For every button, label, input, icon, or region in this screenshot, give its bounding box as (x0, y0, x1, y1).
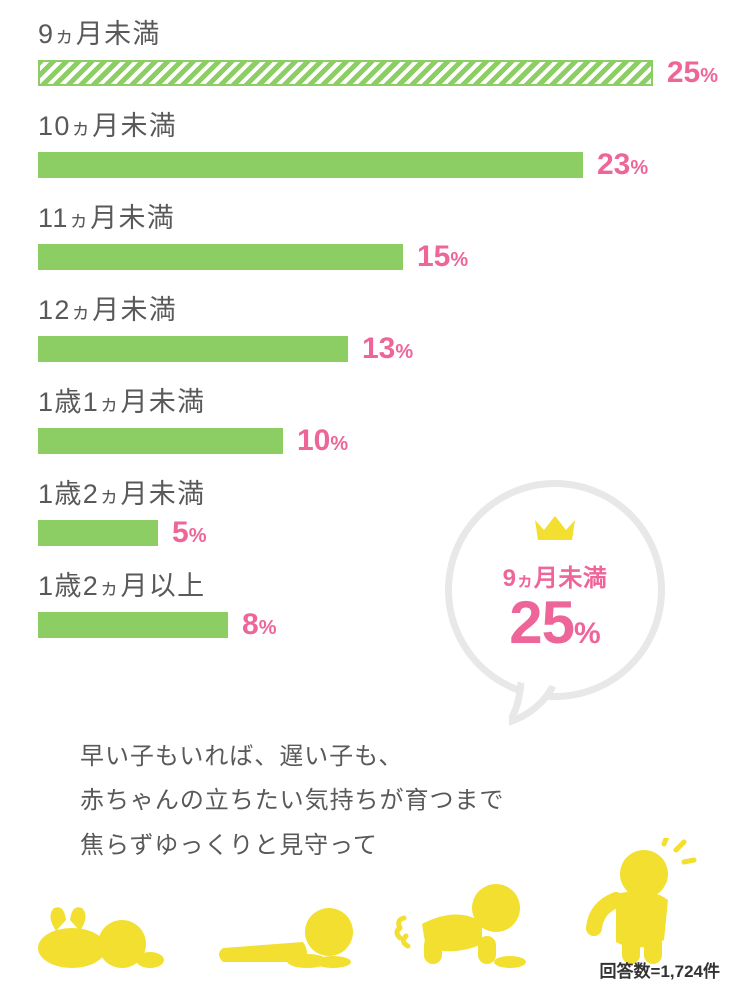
baby-stages-row (36, 878, 716, 968)
chart-row-label: 12ヵ月未満 (38, 288, 718, 327)
bubble-tail (509, 678, 569, 726)
bar-value: 5% (172, 516, 206, 550)
body-line-3: 焦らずゆっくりと見守って (80, 824, 504, 868)
bar-value: 25% (667, 56, 718, 90)
baby-lying-icon (36, 898, 171, 968)
bar-value: 23% (597, 148, 648, 182)
label-suffix: 月以上 (120, 571, 205, 601)
bar-hatched (38, 60, 653, 86)
chart-row-label: 11ヵ月未満 (38, 196, 718, 235)
bar-value: 8% (242, 608, 276, 642)
bar-value: 13% (362, 332, 413, 366)
label-unit: ヵ (54, 25, 75, 47)
bar-wrap: 25% (38, 56, 718, 90)
bar-wrap: 10% (38, 424, 718, 458)
bar (38, 520, 158, 546)
chart-row: 1歳1ヵ月未満 10% (38, 380, 718, 458)
baby-standing-icon (572, 838, 702, 968)
body-copy: 早い子もいれば、遅い子も、 赤ちゃんの立ちたい気持ちが育つまで 焦らずゆっくりと… (80, 735, 504, 868)
label-unit: ヵ (99, 485, 120, 507)
label-main: 9 (38, 19, 54, 49)
label-suffix: 月未満 (120, 387, 205, 417)
chart-row: 11ヵ月未満 15% (38, 196, 718, 274)
label-main: 1歳2 (38, 571, 99, 601)
label-unit: ヵ (69, 209, 90, 231)
label-suffix: 月未満 (92, 111, 177, 141)
label-suffix: 月未満 (92, 295, 177, 325)
body-line-1: 早い子もいれば、遅い子も、 (80, 735, 504, 779)
chart-row-label: 10ヵ月未満 (38, 104, 718, 143)
label-main: 12 (38, 295, 71, 325)
bubble-pct-suffix: % (574, 617, 601, 650)
chart-row: 10ヵ月未満 23% (38, 104, 718, 182)
bar-value: 10% (297, 424, 348, 458)
body-line-2: 赤ちゃんの立ちたい気持ちが育つまで (80, 779, 504, 823)
label-unit: ヵ (99, 577, 120, 599)
label-suffix: 月未満 (120, 479, 205, 509)
label-suffix: 月未満 (90, 203, 175, 233)
bar (38, 152, 583, 178)
bar-wrap: 23% (38, 148, 718, 182)
baby-tummy-icon (211, 904, 361, 968)
chart-row: 12ヵ月未満 13% (38, 288, 718, 366)
label-main: 1歳1 (38, 387, 99, 417)
chart-row-label: 1歳1ヵ月未満 (38, 380, 718, 419)
label-suffix: 月未満 (76, 19, 161, 49)
label-unit: ヵ (71, 117, 92, 139)
label-main: 10 (38, 111, 71, 141)
bubble-pct-value: 25 (509, 589, 574, 656)
crown-icon (532, 510, 578, 542)
bar (38, 336, 348, 362)
bar (38, 428, 283, 454)
bar-wrap: 13% (38, 332, 718, 366)
highlight-bubble: 多かった回答は 9ヵ月未満 25% (425, 460, 685, 720)
bar (38, 612, 228, 638)
chart-row: 9ヵ月未満 25% (38, 12, 718, 90)
bubble-top-answer-pct: 25% (425, 588, 685, 657)
label-unit: ヵ (99, 393, 120, 415)
chart-row-label: 9ヵ月未満 (38, 12, 718, 51)
label-unit: ヵ (71, 301, 92, 323)
baby-crawling-icon (386, 878, 536, 968)
label-main: 11 (38, 203, 69, 233)
label-main: 1歳2 (38, 479, 99, 509)
bar-value: 15% (417, 240, 468, 274)
bar-wrap: 15% (38, 240, 718, 274)
response-count: 回答数=1,724件 (600, 957, 720, 982)
bar (38, 244, 403, 270)
